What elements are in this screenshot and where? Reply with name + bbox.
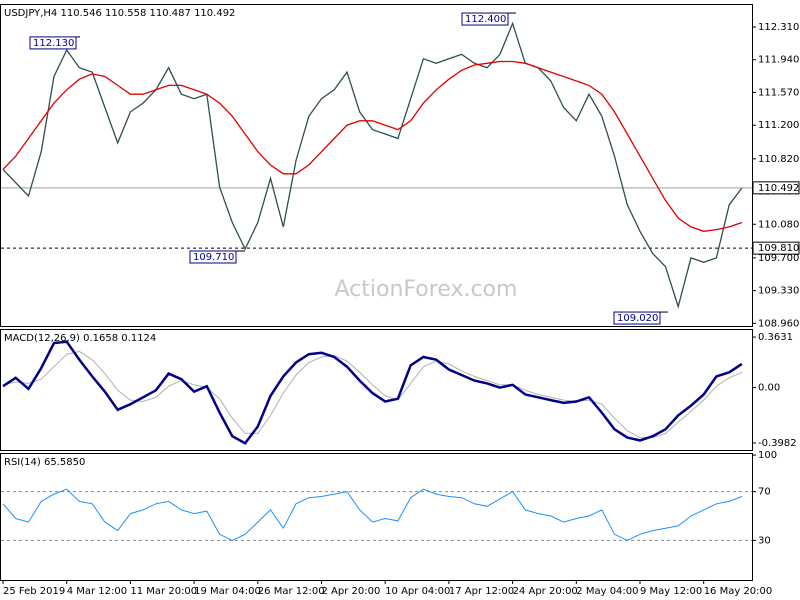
y-tick-label: 110.080 [758,219,799,230]
panel-frame [0,329,753,451]
y-tick-label: 109.700 [758,253,799,264]
x-tick-label: 19 Mar 04:00 [194,586,261,597]
x-tick-label: 24 Apr 20:00 [513,586,578,597]
panel-title: MACD(12,26,9) 0.1658 0.1124 [4,333,156,344]
panel-title: RSI(14) 65.5850 [4,457,85,468]
series-line [2,350,743,439]
annotation-box [461,12,509,26]
x-tick-label: 4 Mar 12:00 [67,586,127,597]
x-tick-label: 16 May 20:00 [704,586,773,597]
panel-frame [0,4,753,327]
y-tick-label: 70 [758,487,771,498]
y-tick-label: 30 [758,535,771,546]
annotation-box [613,311,661,325]
series-line [2,340,743,445]
x-tick-label: 17 Apr 12:00 [449,586,514,597]
price-label-box [752,241,800,255]
y-tick-label: -0.3982 [758,438,797,449]
panel-frame [0,453,753,581]
annotation-label: 112.130 [33,38,74,49]
annotation-label: 109.020 [617,313,658,324]
annotation-box [29,36,77,50]
price-label: 109.810 [758,243,799,254]
series-line [2,21,743,309]
y-tick-label: 111.200 [758,120,799,131]
y-tick-label: 110.820 [758,154,799,165]
y-tick-label: 111.570 [758,87,799,98]
series-line [2,60,743,232]
series-line [2,488,743,541]
y-tick-label: 100 [758,450,777,461]
y-tick-label: 0.00 [758,383,780,394]
x-tick-label: 25 Feb 2019 [3,586,65,597]
watermark: ActionForex.com [335,277,518,302]
y-tick-label: 112.310 [758,22,799,33]
x-tick-label: 2 May 04:00 [576,586,638,597]
y-tick-label: 109.330 [758,286,799,297]
price-label: 110.492 [758,183,799,194]
annotation-label: 112.400 [465,14,506,25]
price-label-box [752,181,800,195]
x-tick-label: 26 Mar 12:00 [258,586,325,597]
y-tick-label: 108.960 [758,318,799,329]
annotation-box [189,250,237,264]
y-tick-label: 111.940 [758,55,799,66]
x-tick-label: 10 Apr 04:00 [385,586,450,597]
x-tick-label: 2 Apr 20:00 [322,586,381,597]
x-tick-label: 11 Mar 20:00 [130,586,197,597]
panel-title: USDJPY,H4 110.546 110.558 110.487 110.49… [4,8,235,19]
y-tick-label: 0.3631 [758,332,793,343]
annotation-label: 109.710 [193,252,234,263]
x-tick-label: 9 May 12:00 [640,586,702,597]
